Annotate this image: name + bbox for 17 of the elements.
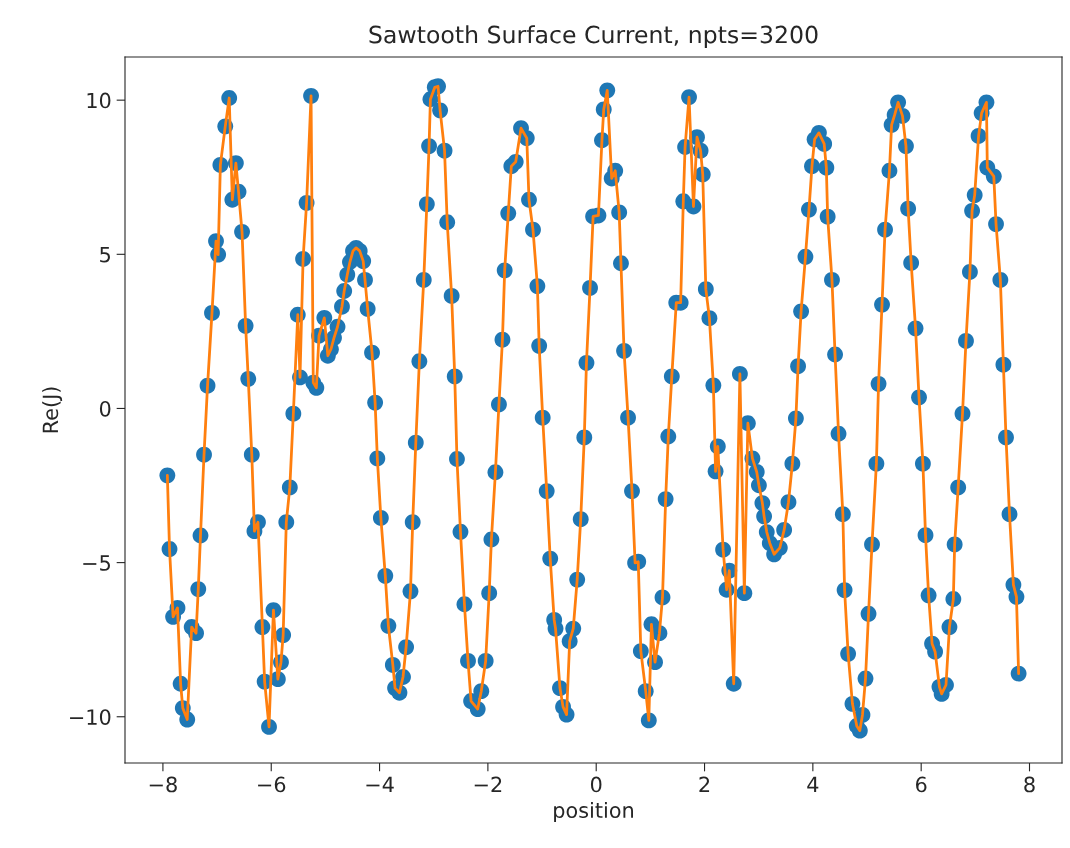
x-tick-label: 4 [807, 776, 819, 793]
x-tick-label: −4 [366, 776, 394, 793]
x-tick-label: 8 [1024, 776, 1035, 793]
y-axis-title: Re(J) [42, 387, 63, 433]
x-tick-label: 2 [699, 776, 710, 793]
y-tick-label: −10 [70, 709, 111, 725]
x-tick-label: 6 [916, 776, 927, 793]
chart-title: Sawtooth Surface Current, npts=3200 [369, 25, 818, 49]
y-tick-label: 0 [99, 400, 111, 417]
x-tick-label: −8 [149, 776, 177, 793]
y-tick-label: −5 [83, 555, 110, 571]
y-tick-label: 10 [87, 92, 111, 109]
x-tick-label: −6 [258, 776, 286, 793]
x-tick-label: 0 [590, 776, 602, 793]
x-axis-title: position [554, 801, 633, 823]
x-tick-label: −2 [474, 776, 502, 793]
y-tick-label: 5 [100, 247, 110, 263]
